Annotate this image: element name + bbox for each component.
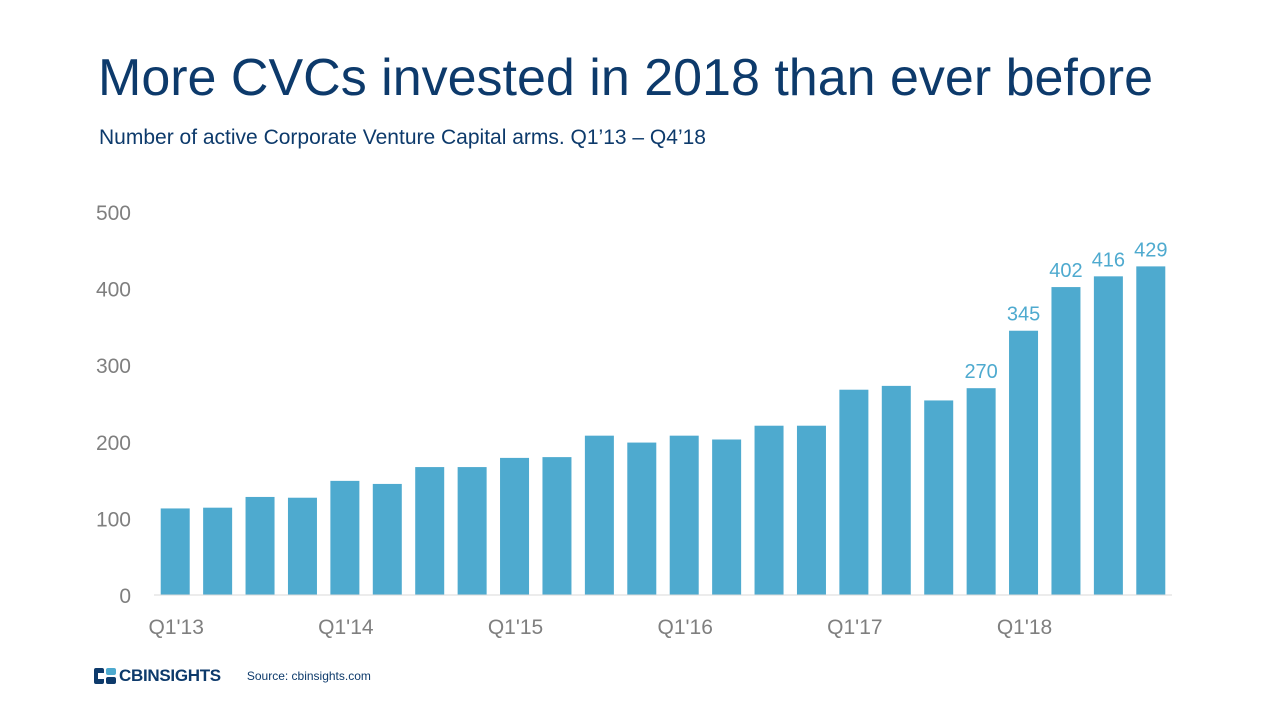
cb-logo-icon	[94, 668, 116, 684]
brand-name: CBINSIGHTS	[119, 666, 221, 685]
y-tick-label: 500	[96, 202, 131, 225]
x-tick-label: Q1'16	[658, 616, 713, 639]
bar	[330, 480, 360, 595]
x-tick-label: Q1'15	[488, 616, 543, 639]
bar	[372, 483, 402, 595]
x-tick-label: Q1'17	[827, 616, 882, 639]
x-tick-label: Q1'13	[149, 616, 204, 639]
source-note: Source: cbinsights.com	[246, 669, 371, 683]
y-tick-label: 300	[96, 355, 131, 378]
bar	[457, 467, 487, 595]
bar	[415, 467, 445, 595]
footer: CBINSIGHTS Source: cbinsights.com	[94, 664, 371, 688]
bar	[796, 425, 826, 595]
bar	[287, 497, 317, 595]
bar	[627, 442, 657, 595]
x-tick-label: Q1'14	[318, 616, 374, 639]
bar	[754, 425, 784, 595]
bar	[584, 435, 614, 595]
bar	[669, 435, 699, 595]
bar	[1093, 276, 1123, 595]
data-label: 416	[1092, 249, 1125, 271]
bar	[160, 508, 190, 595]
x-tick-label: Q1'18	[997, 616, 1052, 639]
bar	[500, 457, 530, 595]
bar	[203, 507, 233, 595]
bar	[881, 385, 911, 595]
bar	[542, 457, 572, 595]
chart-subtitle: Number of active Corporate Venture Capit…	[99, 126, 706, 149]
bar	[712, 439, 742, 595]
y-tick-label: 200	[96, 432, 131, 455]
data-label: 270	[964, 361, 997, 383]
data-label: 402	[1049, 260, 1082, 282]
bar	[1009, 330, 1039, 595]
data-label: 345	[1007, 304, 1040, 326]
cb-insights-logo: CBINSIGHTS	[94, 664, 221, 688]
chart-title: More CVCs invested in 2018 than ever bef…	[98, 49, 1154, 107]
y-tick-label: 0	[119, 585, 131, 608]
data-label: 429	[1134, 239, 1167, 261]
bar	[966, 388, 996, 595]
bar	[924, 400, 954, 595]
bar	[1136, 266, 1166, 595]
bar	[1051, 287, 1081, 595]
y-tick-label: 100	[96, 508, 131, 531]
bar	[245, 496, 275, 595]
y-tick-label: 400	[96, 279, 131, 302]
bar	[839, 389, 869, 595]
